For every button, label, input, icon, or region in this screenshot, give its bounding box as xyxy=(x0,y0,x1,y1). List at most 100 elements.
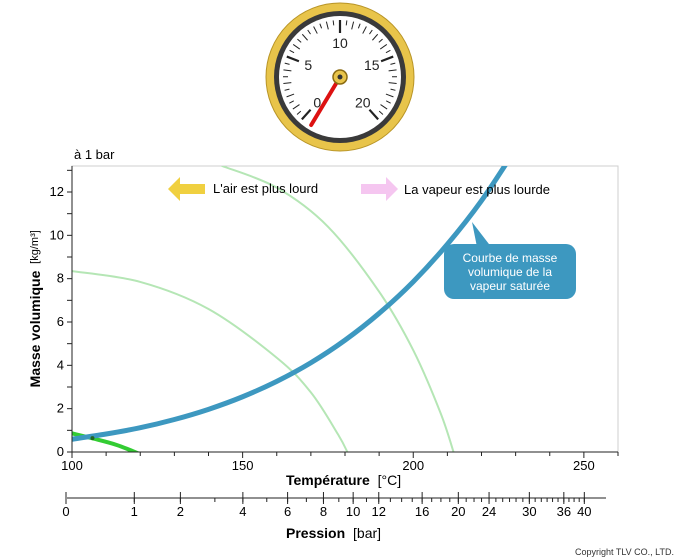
y-tick-label: 6 xyxy=(57,314,64,329)
gauge-tick xyxy=(284,62,290,65)
x-tick-label: 100 xyxy=(61,458,83,473)
gauge-label: 20 xyxy=(355,94,371,110)
y-axis-title: Masse volumique [kg/m³] xyxy=(27,230,43,387)
gauge-label: 0 xyxy=(313,94,321,110)
pressure-tick-label: 16 xyxy=(415,504,429,519)
pressure-axis-ticks: 0 1 2 4 6 8 10 12 16 20 24 30 36 40 xyxy=(62,492,592,519)
gauge-tick xyxy=(388,69,397,72)
legend-air-heavier: L'air est plus lourd xyxy=(168,177,318,201)
y-tick-label: 12 xyxy=(50,184,64,199)
gauge-needle xyxy=(309,75,342,128)
y-axis-ticks: 0 2 4 6 8 10 12 xyxy=(50,169,72,459)
intersection-point xyxy=(90,436,95,441)
pressure-tick-label: 1 xyxy=(131,504,138,519)
gauge-tick xyxy=(385,49,391,54)
legend-vapor-heavier: La vapeur est plus lourde xyxy=(361,177,550,201)
pressure-tick-label: 10 xyxy=(346,504,360,519)
pressure-tick-label: 20 xyxy=(451,504,465,519)
gauge-tick xyxy=(369,29,373,35)
pressure-tick-label: 8 xyxy=(320,504,327,519)
copyright-text: Copyright TLV CO., LTD. xyxy=(574,547,674,557)
pressure-tick-label: 12 xyxy=(372,504,386,519)
gauge-tick xyxy=(286,55,300,63)
gauge-tick xyxy=(319,23,323,29)
gauge-labels: 0 5 10 15 20 xyxy=(304,35,379,110)
y-tick-label: 8 xyxy=(57,271,64,286)
arrow-left-icon xyxy=(168,177,205,201)
x-axis-label: Température xyxy=(286,472,370,488)
x-tick-label: 150 xyxy=(232,458,254,473)
pressure-note: à 1 bar xyxy=(74,147,115,162)
legend-vapor-heavier-label: La vapeur est plus lourde xyxy=(404,182,550,197)
x-axis-ticks: 100 150 200 250 xyxy=(61,452,619,473)
pressure-tick-label: 40 xyxy=(577,504,591,519)
gauge-tick xyxy=(292,104,300,110)
gauge-tick xyxy=(385,100,391,104)
pressure-axis-unit: [bar] xyxy=(353,525,381,541)
gauge-tick xyxy=(390,88,396,91)
y-axis-unit: [kg/m³] xyxy=(29,230,41,264)
gauge-tick xyxy=(385,93,394,98)
gauge-tick xyxy=(379,44,388,50)
pressure-axis-title: Pression [bar] xyxy=(286,525,381,541)
saturated-vapor-callout: Courbe de masse volumique de la vapeur s… xyxy=(444,244,576,299)
gauge-label: 15 xyxy=(364,57,380,73)
gauge-tick xyxy=(357,23,361,29)
x-tick-label: 250 xyxy=(573,458,595,473)
pressure-axis-label: Pression xyxy=(286,525,345,541)
pressure-tick-label: 24 xyxy=(482,504,496,519)
gauge-tick xyxy=(301,108,312,121)
y-tick-label: 4 xyxy=(57,357,64,372)
arrow-right-icon xyxy=(361,177,398,201)
x-axis-unit: [°C] xyxy=(378,472,402,488)
gauge-tick xyxy=(301,33,308,41)
gauge-tick xyxy=(284,88,290,91)
y-tick-label: 0 xyxy=(57,444,64,459)
gauge-tick xyxy=(368,108,379,121)
gauge-hub-center xyxy=(337,74,343,80)
gauge-tick xyxy=(345,20,348,26)
gauge-tick xyxy=(289,49,295,54)
pressure-tick-label: 36 xyxy=(557,504,571,519)
series-line-2 xyxy=(72,270,349,452)
gauge-tick xyxy=(362,26,367,34)
gauge-tick xyxy=(332,20,335,26)
series-layer xyxy=(72,166,508,452)
pressure-tick-label: 30 xyxy=(522,504,536,519)
gauge-tick xyxy=(307,29,311,35)
x-axis-title: Température [°C] xyxy=(286,472,401,488)
pressure-tick-label: 6 xyxy=(284,504,291,519)
y-tick-label: 10 xyxy=(50,227,64,242)
gauge-label: 10 xyxy=(332,35,348,51)
gauge-tick xyxy=(297,38,302,43)
gauge-tick xyxy=(286,93,295,98)
x-tick-label: 200 xyxy=(402,458,424,473)
series-line-0 xyxy=(72,166,508,442)
gauge-tick xyxy=(372,33,379,41)
legend-air-heavier-label: L'air est plus lourd xyxy=(213,181,318,196)
gauge-tick xyxy=(283,82,292,85)
pressure-tick-label: 0 xyxy=(62,504,69,519)
plot-area xyxy=(71,165,619,453)
y-axis-label: Masse volumique xyxy=(27,270,43,387)
series-line-3 xyxy=(221,166,455,452)
gauge-label: 5 xyxy=(304,57,312,73)
gauge-tick xyxy=(296,110,302,115)
gauge-tick xyxy=(325,21,329,30)
pressure-gauge: 0 5 10 15 20 xyxy=(265,2,415,152)
gauge-tick xyxy=(380,55,394,63)
gauge-tick xyxy=(380,104,388,110)
gauge-tick xyxy=(289,100,295,104)
gauge-tick xyxy=(292,44,301,50)
y-tick-label: 2 xyxy=(57,401,64,416)
gauge-tick xyxy=(390,62,396,65)
gauge-tick xyxy=(378,110,384,115)
gauge-tick xyxy=(283,69,292,72)
gauge-tick xyxy=(313,26,318,34)
gauge-ticks xyxy=(282,20,398,121)
pressure-tick-label: 4 xyxy=(239,504,246,519)
gauge-tick xyxy=(388,82,397,85)
gauge-tick xyxy=(378,38,383,43)
pressure-tick-label: 2 xyxy=(177,504,184,519)
